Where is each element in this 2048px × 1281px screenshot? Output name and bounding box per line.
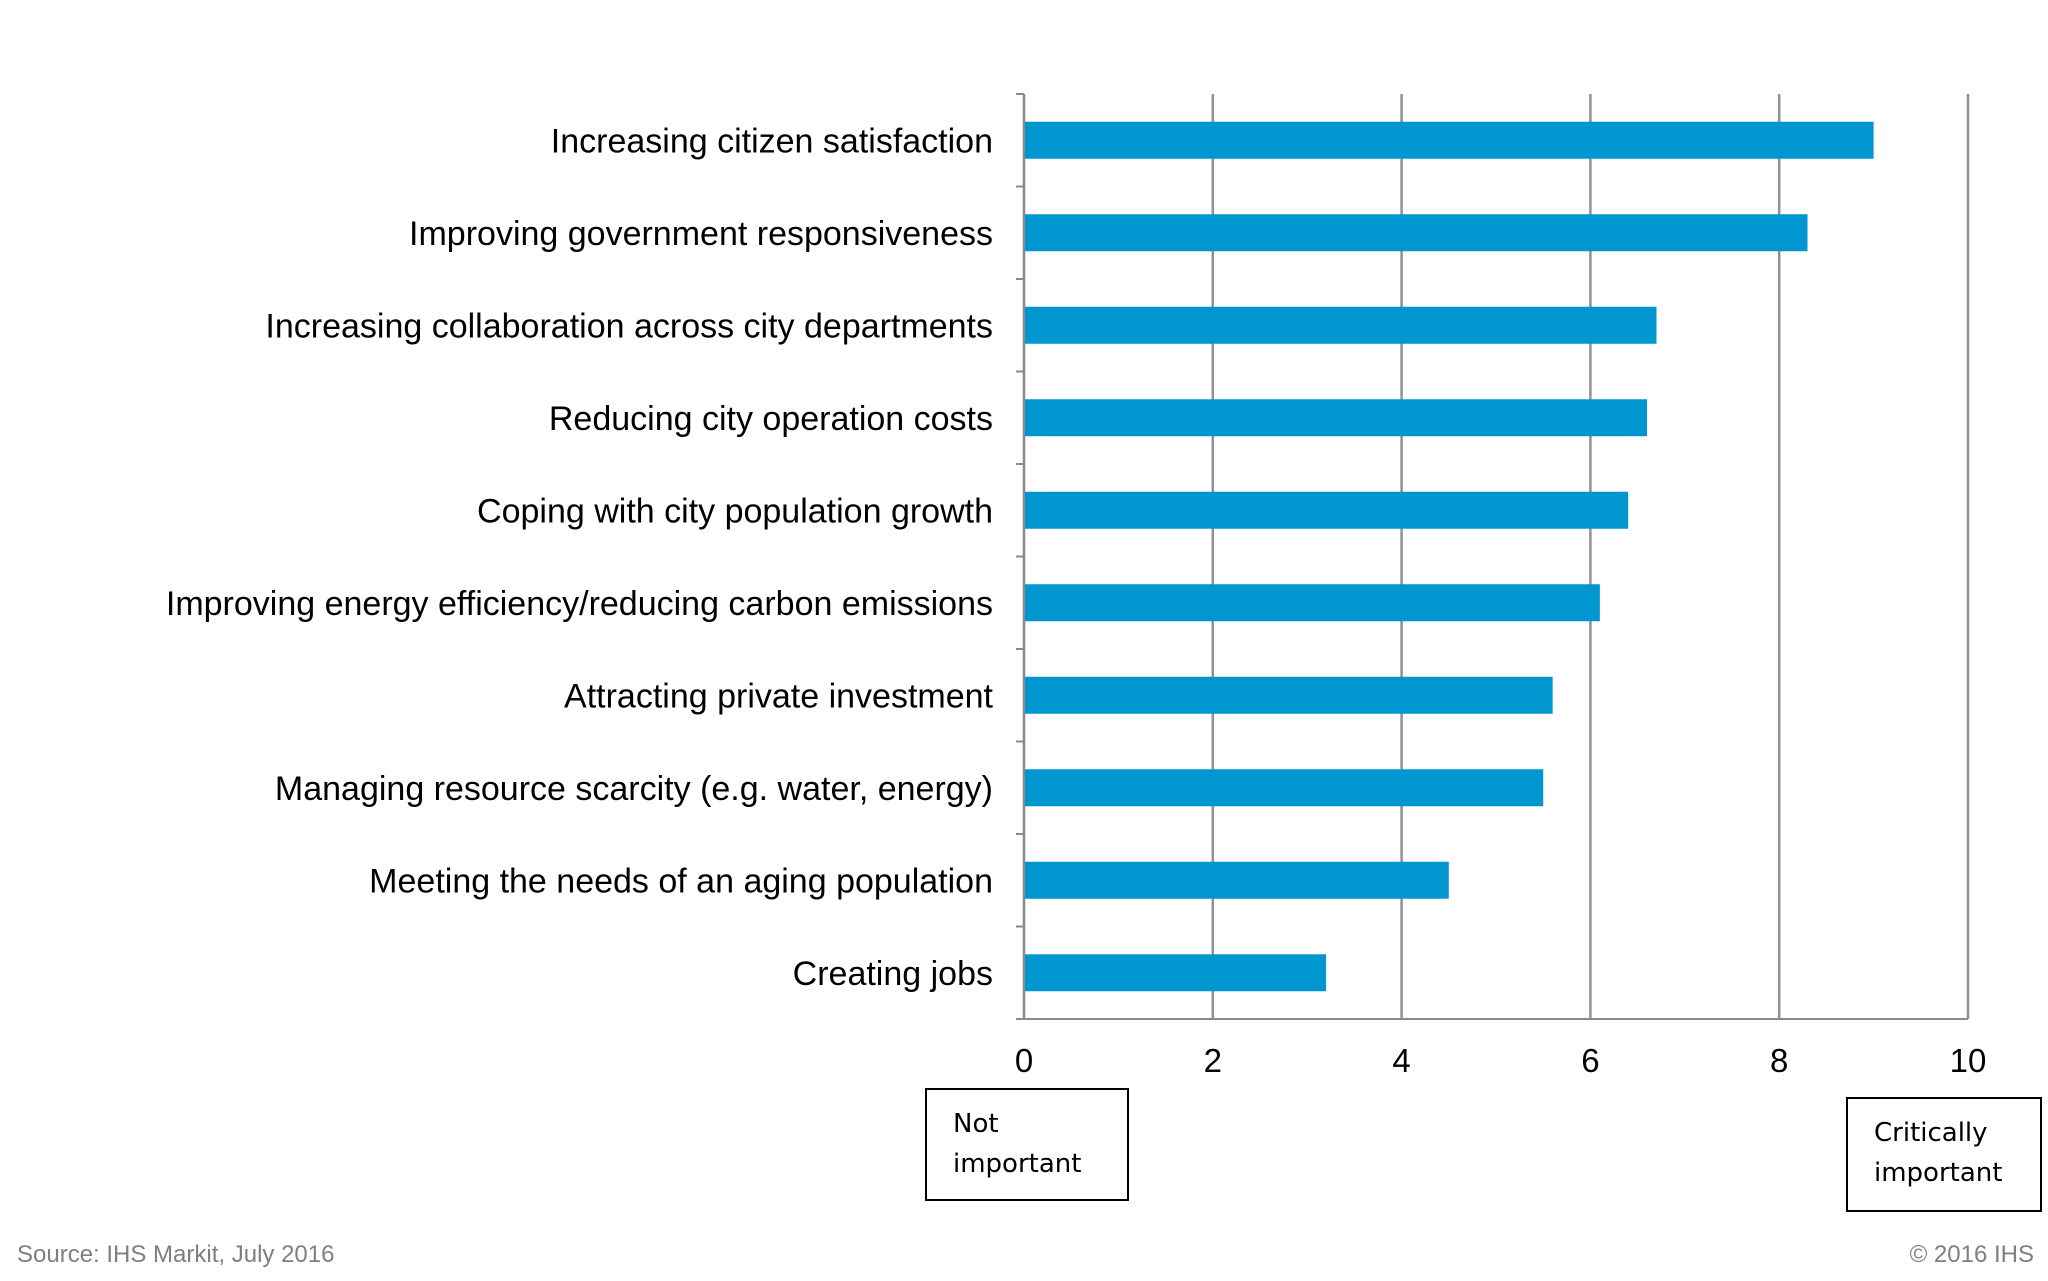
- category-label: Improving energy efficiency/reducing car…: [166, 585, 993, 623]
- x-tick-labels: 0 2 4 6 8 10: [1015, 1042, 1987, 1079]
- category-label: Increasing collaboration across city dep…: [265, 307, 993, 345]
- source-note: Source: IHS Markit, July 2016: [17, 1241, 335, 1268]
- copyright-note: © 2016 IHS: [1909, 1241, 2034, 1268]
- category-label: Attracting private investment: [564, 677, 994, 715]
- bar: [1025, 399, 1648, 437]
- category-label: Creating jobs: [793, 955, 993, 993]
- bar: [1025, 954, 1327, 992]
- bar: [1025, 121, 1874, 159]
- x-tick-label: 0: [1015, 1042, 1033, 1079]
- category-label: Reducing city operation costs: [549, 400, 993, 438]
- x-tick-label: 2: [1204, 1042, 1222, 1079]
- category-label: Increasing citizen satisfaction: [551, 122, 993, 160]
- x-tick-label: 8: [1770, 1042, 1788, 1079]
- category-label: Coping with city population growth: [477, 492, 993, 530]
- bar: [1025, 491, 1629, 529]
- scale-high-label: Critically important: [1846, 1097, 2042, 1212]
- x-tick-label: 10: [1950, 1042, 1987, 1079]
- bar: [1025, 214, 1808, 252]
- bar: [1025, 769, 1544, 807]
- x-tick-label: 6: [1581, 1042, 1599, 1079]
- bar: [1025, 306, 1657, 344]
- bar: [1025, 861, 1449, 899]
- x-tick-label: 4: [1392, 1042, 1410, 1079]
- category-label: Improving government responsiveness: [409, 215, 993, 253]
- category-label: Managing resource scarcity (e.g. water, …: [275, 770, 993, 808]
- bar: [1025, 676, 1553, 714]
- category-labels: Increasing citizen satisfaction Improving…: [166, 122, 994, 993]
- bar: [1025, 584, 1600, 622]
- category-label: Meeting the needs of an aging population: [369, 862, 993, 900]
- bars: [1025, 121, 1874, 992]
- scale-low-label: Not important: [925, 1088, 1129, 1201]
